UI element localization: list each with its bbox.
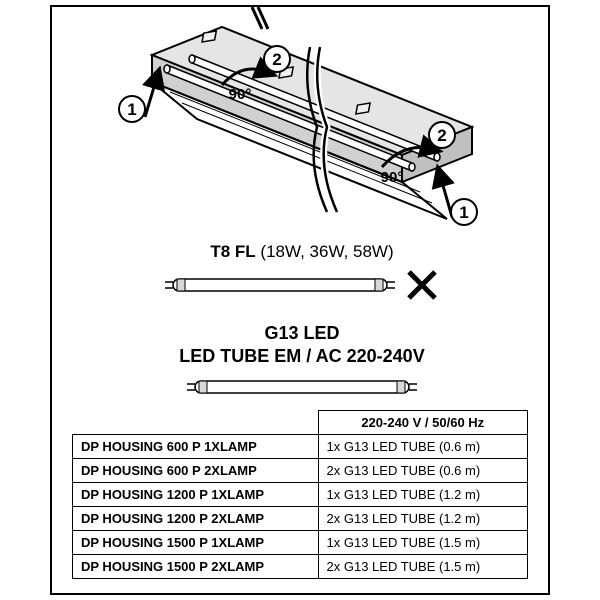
table-row: DP HOUSING 1200 P 1XLAMP1x G13 LED TUBE … (73, 483, 528, 507)
g13-compatible-section: G13 LED LED TUBE EM / AC 220-240V (52, 322, 552, 399)
table-row: DP HOUSING 600 P 1XLAMP1x G13 LED TUBE (… (73, 435, 528, 459)
compatibility-table: 220-240 V / 50/60 Hz DP HOUSING 600 P 1X… (72, 410, 528, 579)
svg-text:1: 1 (127, 100, 136, 119)
t8-incompatible-section: T8 FL (18W, 36W, 58W) (52, 242, 552, 302)
svg-text:2: 2 (272, 50, 281, 69)
fixture-diagram: 1 2 90° 1 2 90° (52, 7, 552, 237)
table-row: DP HOUSING 600 P 2XLAMP2x G13 LED TUBE (… (73, 459, 528, 483)
svg-text:90°: 90° (381, 169, 404, 186)
g13-tube-icon (187, 375, 417, 399)
spec-table: 220-240 V / 50/60 Hz DP HOUSING 600 P 1X… (72, 410, 528, 579)
svg-text:90°: 90° (229, 86, 252, 103)
table-row: DP HOUSING 1500 P 2XLAMP2x G13 LED TUBE … (73, 555, 528, 579)
table-row: DP HOUSING 1500 P 1XLAMP1x G13 LED TUBE … (73, 531, 528, 555)
t8-label: T8 FL (18W, 36W, 58W) (52, 242, 552, 262)
svg-text:1: 1 (459, 203, 468, 222)
svg-text:2: 2 (437, 126, 446, 145)
g13-title: G13 LED LED TUBE EM / AC 220-240V (52, 322, 552, 367)
table-header: 220-240 V / 50/60 Hz (318, 411, 527, 435)
table-row: DP HOUSING 1200 P 2XLAMP2x G13 LED TUBE … (73, 507, 528, 531)
t8-tube-icon (165, 273, 395, 297)
not-allowed-icon (405, 268, 439, 302)
instruction-panel: 1 2 90° 1 2 90° T8 FL (18W, 36W, 58W) (50, 5, 550, 595)
